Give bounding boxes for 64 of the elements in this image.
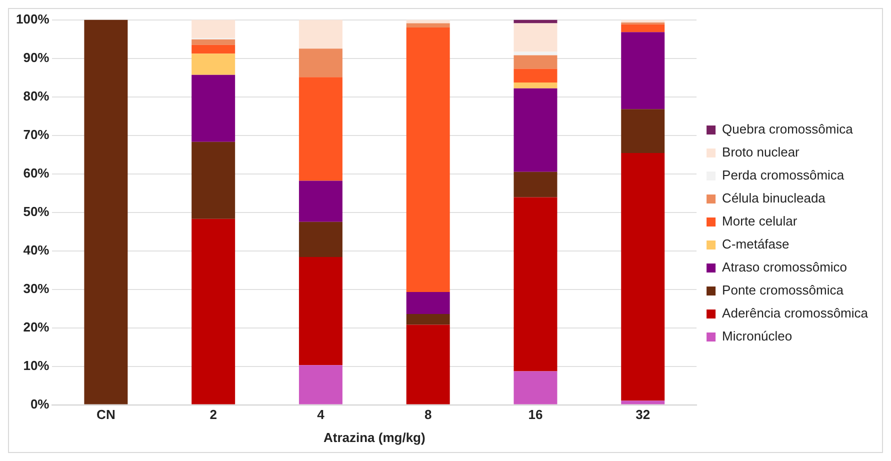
x-axis-title: Atrazina (mg/kg) bbox=[323, 430, 426, 445]
y-tick-label: 30% bbox=[23, 280, 50, 296]
bar bbox=[192, 142, 236, 219]
x-tick-label: 8 bbox=[424, 407, 432, 422]
legend-label: Morte celular bbox=[722, 214, 798, 229]
x-tick-label: CN bbox=[96, 407, 116, 422]
bar bbox=[298, 20, 342, 49]
bar bbox=[514, 68, 558, 83]
bar bbox=[298, 180, 342, 222]
legend-label: Atraso cromossômico bbox=[722, 260, 848, 275]
bar bbox=[621, 32, 665, 110]
legend-label: Quebra cromossômica bbox=[722, 122, 854, 137]
legend-label: Broto nuclear bbox=[722, 144, 800, 160]
x-tick-label: 2 bbox=[210, 407, 217, 422]
bar bbox=[406, 324, 450, 404]
bar bbox=[514, 88, 558, 172]
bar bbox=[298, 365, 342, 404]
bar bbox=[621, 24, 665, 32]
legend-label: Ponte cromossômica bbox=[722, 282, 844, 298]
bar bbox=[298, 77, 342, 181]
bar bbox=[621, 400, 665, 404]
bar bbox=[621, 20, 665, 22]
bar bbox=[298, 256, 342, 366]
bar bbox=[298, 222, 342, 257]
bar bbox=[514, 82, 558, 88]
bar bbox=[514, 172, 558, 198]
y-tick-label: 70% bbox=[23, 126, 50, 142]
legend-label: C-metáfase bbox=[722, 236, 790, 252]
bar bbox=[621, 153, 665, 401]
y-tick-label: 80% bbox=[23, 88, 50, 104]
bar bbox=[621, 109, 665, 154]
bar bbox=[406, 28, 450, 292]
bar bbox=[514, 55, 558, 69]
y-tick-label: 100% bbox=[16, 11, 50, 26]
bar bbox=[406, 23, 450, 28]
y-tick-label: 20% bbox=[23, 319, 50, 334]
bar bbox=[298, 48, 342, 78]
bar bbox=[406, 20, 450, 24]
y-tick-label: 60% bbox=[23, 165, 50, 180]
bar bbox=[192, 218, 236, 404]
x-tick-label: 32 bbox=[636, 407, 650, 422]
bar bbox=[514, 20, 558, 24]
bar bbox=[192, 44, 236, 54]
bar bbox=[192, 20, 236, 38]
y-tick-label: 90% bbox=[23, 50, 50, 65]
legend-label: Aderência cromossômica bbox=[722, 306, 869, 321]
legend-label: Célula binucleada bbox=[722, 190, 826, 206]
y-tick-label: 40% bbox=[23, 242, 50, 258]
x-tick-label: 4 bbox=[317, 407, 326, 422]
y-tick-label: 0% bbox=[30, 396, 50, 412]
y-tick-label: 10% bbox=[23, 358, 50, 373]
bar bbox=[192, 39, 236, 45]
bar bbox=[514, 197, 558, 372]
bar bbox=[406, 292, 450, 314]
bar bbox=[192, 54, 236, 75]
legend-label: Micronúcleo bbox=[722, 328, 792, 344]
bar bbox=[192, 74, 236, 142]
bar bbox=[514, 23, 558, 52]
legend-label: Perda cromossômica bbox=[722, 168, 845, 183]
y-tick-label: 50% bbox=[23, 204, 50, 219]
x-tick-label: 16 bbox=[528, 407, 543, 422]
bar bbox=[84, 20, 128, 404]
bar bbox=[514, 371, 558, 404]
bar bbox=[406, 314, 450, 325]
